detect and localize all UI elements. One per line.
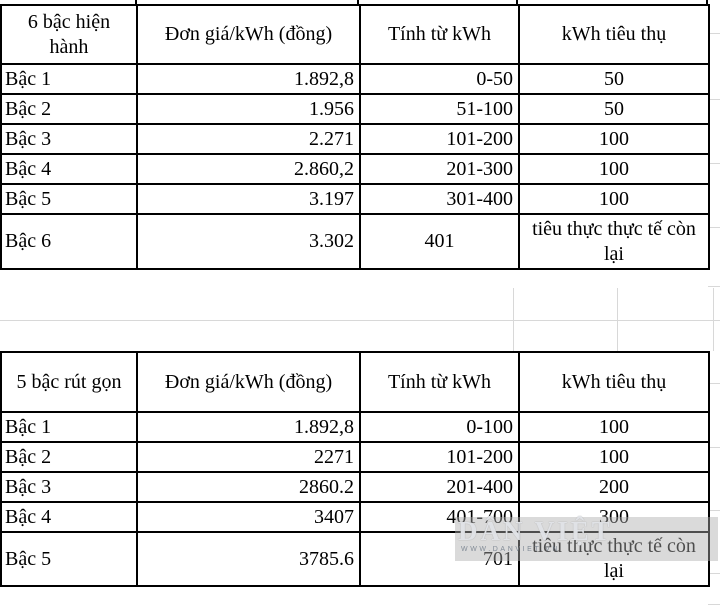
usage-cell[interactable]: 300 — [518, 501, 710, 533]
range-cell[interactable]: 401 — [359, 213, 520, 270]
range-header-cell[interactable]: Tính từ kWh — [359, 4, 520, 65]
table-row: Bậc 3 2860.2 201-400 200 — [0, 471, 710, 503]
price-cell[interactable]: 1.956 — [136, 93, 361, 125]
table-row: Bậc 1 1.892,8 0-50 50 — [0, 63, 710, 95]
header-row: 6 bậc hiện hành Đơn giá/kWh (đồng) Tính … — [0, 4, 710, 65]
row-label-cell[interactable]: Bậc 4 — [0, 153, 138, 185]
range-cell[interactable]: 101-200 — [359, 123, 520, 155]
tier-table-proposed: 5 bậc rút gọn Đơn giá/kWh (đồng) Tính từ… — [0, 351, 710, 587]
table-row: Bậc 4 2.860,2 201-300 100 — [0, 153, 710, 185]
gridline — [708, 163, 720, 164]
gridline — [617, 288, 618, 351]
gridline — [513, 288, 514, 351]
table-row: Bậc 2 1.956 51-100 50 — [0, 93, 710, 125]
range-cell[interactable]: 0-100 — [359, 411, 520, 443]
price-header-cell[interactable]: Đơn giá/kWh (đồng) — [136, 4, 361, 65]
table-row: Bậc 6 3.302 401 tiêu thực thực tế còn lại — [0, 213, 710, 270]
usage-cell[interactable]: 100 — [518, 183, 710, 215]
gridline — [708, 604, 720, 605]
range-cell[interactable]: 701 — [359, 531, 520, 587]
usage-cell[interactable]: 50 — [518, 63, 710, 95]
header-row: 5 bậc rút gọn Đơn giá/kWh (đồng) Tính từ… — [0, 351, 710, 413]
grid-sliver-line — [357, 0, 359, 5]
range-cell[interactable]: 401-700 — [359, 501, 520, 533]
range-header-cell[interactable]: Tính từ kWh — [359, 351, 520, 413]
usage-cell[interactable]: 100 — [518, 411, 710, 443]
range-cell[interactable]: 301-400 — [359, 183, 520, 215]
row-label-cell[interactable]: Bậc 1 — [0, 411, 138, 443]
table-row: Bậc 3 2.271 101-200 100 — [0, 123, 710, 155]
row-label-cell[interactable]: Bậc 1 — [0, 63, 138, 95]
price-cell[interactable]: 2271 — [136, 441, 361, 473]
price-cell[interactable]: 3407 — [136, 501, 361, 533]
row-label-cell[interactable]: Bậc 2 — [0, 441, 138, 473]
usage-cell[interactable]: 100 — [518, 153, 710, 185]
usage-cell[interactable]: 100 — [518, 441, 710, 473]
table-row: Bậc 5 3785.6 701 tiêu thực thực tế còn lại — [0, 531, 710, 587]
gridline — [0, 320, 720, 321]
usage-cell[interactable]: tiêu thực thực tế còn lại — [518, 213, 710, 270]
row-label-cell[interactable]: Bậc 5 — [0, 531, 138, 587]
price-header-cell[interactable]: Đơn giá/kWh (đồng) — [136, 351, 361, 413]
price-cell[interactable]: 3.197 — [136, 183, 361, 215]
price-cell[interactable]: 2.271 — [136, 123, 361, 155]
gridline — [708, 383, 720, 384]
row-label-cell[interactable]: Bậc 3 — [0, 471, 138, 503]
price-cell[interactable]: 2.860,2 — [136, 153, 361, 185]
range-cell[interactable]: 201-400 — [359, 471, 520, 503]
gridline — [713, 288, 714, 351]
price-cell[interactable]: 3785.6 — [136, 531, 361, 587]
tier-table-current: 6 bậc hiện hành Đơn giá/kWh (đồng) Tính … — [0, 4, 710, 270]
grid-sliver-line — [516, 0, 518, 5]
row-label-cell[interactable]: Bậc 5 — [0, 183, 138, 215]
price-cell[interactable]: 1.892,8 — [136, 411, 361, 443]
corner-header-cell[interactable]: 5 bậc rút gọn — [0, 351, 138, 413]
gridline — [708, 286, 720, 287]
gridline — [708, 33, 720, 34]
usage-header-cell[interactable]: kWh tiêu thụ — [518, 4, 710, 65]
range-cell[interactable]: 51-100 — [359, 93, 520, 125]
gridline — [708, 510, 720, 511]
row-label-cell[interactable]: Bậc 4 — [0, 501, 138, 533]
usage-cell[interactable]: tiêu thực thực tế còn lại — [518, 531, 710, 587]
price-cell[interactable]: 3.302 — [136, 213, 361, 270]
gridline — [708, 227, 720, 228]
gridline — [708, 99, 720, 100]
table-row: Bậc 4 3407 401-700 300 — [0, 501, 710, 533]
corner-header-cell[interactable]: 6 bậc hiện hành — [0, 4, 138, 65]
table-row: Bậc 2 2271 101-200 100 — [0, 441, 710, 473]
table-row: Bậc 1 1.892,8 0-100 100 — [0, 411, 710, 443]
usage-cell[interactable]: 50 — [518, 93, 710, 125]
price-cell[interactable]: 1.892,8 — [136, 63, 361, 95]
range-cell[interactable]: 101-200 — [359, 441, 520, 473]
usage-header-cell[interactable]: kWh tiêu thụ — [518, 351, 710, 413]
table-row: Bậc 5 3.197 301-400 100 — [0, 183, 710, 215]
range-cell[interactable]: 0-50 — [359, 63, 520, 95]
usage-cell[interactable]: 100 — [518, 123, 710, 155]
gridline — [708, 573, 720, 574]
grid-sliver-line — [706, 0, 708, 5]
row-label-cell[interactable]: Bậc 6 — [0, 213, 138, 270]
row-label-cell[interactable]: Bậc 2 — [0, 93, 138, 125]
grid-sliver-line — [135, 0, 137, 5]
row-label-cell[interactable]: Bậc 3 — [0, 123, 138, 155]
usage-cell[interactable]: 200 — [518, 471, 710, 503]
gridline — [708, 447, 720, 448]
price-cell[interactable]: 2860.2 — [136, 471, 361, 503]
range-cell[interactable]: 201-300 — [359, 153, 520, 185]
